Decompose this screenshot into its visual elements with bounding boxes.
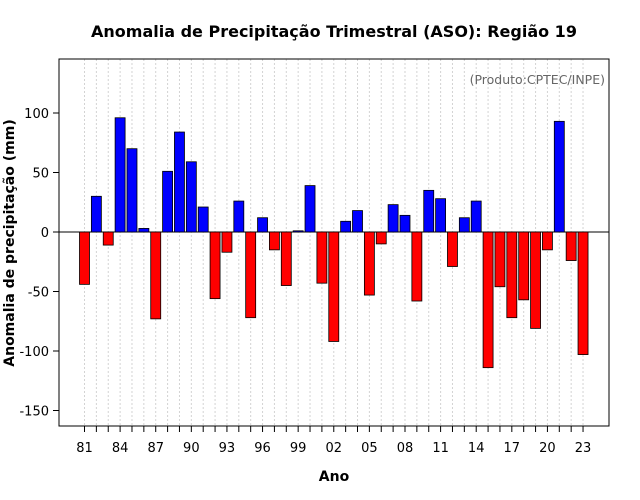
bar-2001 [316,231,328,284]
x-tick-label: 17 [504,441,521,456]
x-tick-label: 99 [290,441,307,456]
bar-1994 [233,200,245,233]
bar-2009 [411,231,423,302]
credit-text: (Produto:CPTEC/INPE) [470,72,605,87]
bar-2023 [577,231,589,355]
bar-2008 [399,214,411,233]
x-tick-label: 23 [575,441,592,456]
x-tick-label: 90 [183,441,200,456]
grid-layer [84,59,584,426]
bar-2018 [518,231,530,301]
x-tick-label: 93 [219,441,236,456]
x-tick-label: 05 [361,441,378,456]
x-tick-label: 14 [468,441,485,456]
bar-2005 [363,231,375,296]
bar-1993 [221,231,233,253]
bar-2015 [482,231,494,369]
bar-2020 [542,231,553,251]
y-tick-label: -150 [19,405,49,420]
x-tick-label: 20 [539,441,556,456]
bar-1983 [102,231,114,246]
y-axis: -150 -100 -50 0 50 100 [19,107,59,420]
bar-1987 [150,231,162,320]
bar-1995 [245,231,257,319]
bar-1998 [280,231,292,286]
x-tick-label: 11 [432,441,449,456]
bar-2010 [423,189,435,233]
bar-2017 [506,231,518,319]
bar-2011 [435,198,447,233]
x-tick-label: 08 [397,441,414,456]
y-tick-label: 0 [41,226,49,241]
y-tick-label: 50 [32,167,49,182]
bar-2012 [447,231,458,267]
bar-1996 [257,217,268,233]
bar-1981 [79,231,90,285]
bar-2006 [375,231,387,245]
bar-2007 [387,204,399,233]
bar-2013 [458,217,470,233]
x-axis: 81 84 87 90 93 96 99 02 05 08 11 14 17 20 23 [76,426,591,456]
bar-2014 [470,200,482,233]
bar-1992 [209,231,221,300]
x-axis-label: Ano [319,469,350,485]
bar-2004 [352,210,363,233]
bars-layer [79,117,589,369]
bar-1985 [126,148,138,233]
y-tick-label: 100 [24,107,49,122]
bar-1990 [185,161,197,233]
bar-2002 [328,231,340,342]
y-tick-label: -100 [19,345,49,360]
bar-1988 [162,170,173,233]
y-axis-label: Anomalia de precipitação (mm) [2,119,18,366]
bar-1982 [90,195,102,233]
bar-1984 [114,117,126,233]
x-tick-label: 96 [254,441,271,456]
bar-1989 [174,131,185,233]
bar-1986 [138,228,150,233]
x-tick-label: 81 [76,441,93,456]
bar-2003 [340,220,352,233]
bar-2019 [530,231,541,329]
x-tick-label: 02 [325,441,342,456]
bar-2022 [565,231,577,261]
y-tick-label: -50 [28,286,49,301]
bar-2016 [494,231,506,288]
bar-2021 [553,120,565,233]
bar-1997 [269,231,280,251]
chart-title: Anomalia de Precipitação Trimestral (ASO… [91,22,577,41]
x-tick-label: 84 [112,441,129,456]
bar-2000 [304,185,316,233]
bar-1991 [197,206,209,233]
bar-1999 [292,230,304,233]
x-tick-label: 87 [147,441,164,456]
